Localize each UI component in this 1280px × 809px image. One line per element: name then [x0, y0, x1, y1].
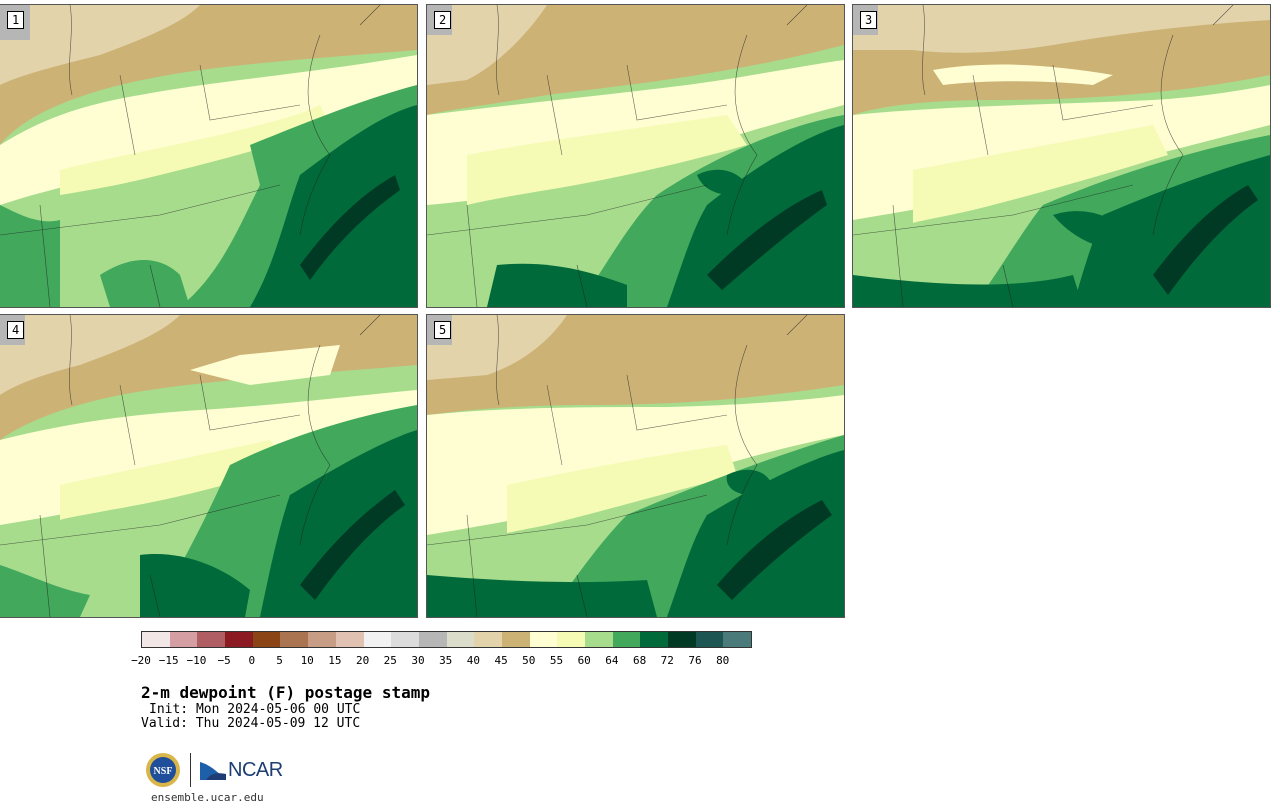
- map-panel-4: 4: [0, 314, 418, 618]
- colorbar-cell: [612, 632, 641, 647]
- valid-time: Valid: Thu 2024-05-09 12 UTC: [141, 716, 361, 731]
- colorbar-tick-label: 55: [549, 654, 564, 667]
- colorbar-tick-label: 30: [411, 654, 425, 667]
- colorbar-cell: [501, 632, 530, 647]
- ncar-logo-icon: [200, 762, 226, 780]
- logo-row: NSF NCAR: [145, 750, 283, 790]
- dewpoint-map-1: [0, 5, 417, 307]
- panel-label: 2: [434, 11, 452, 29]
- map-panel-1: 1: [0, 4, 418, 308]
- map-panel-5: 5: [426, 314, 845, 618]
- panel-label: 3: [860, 11, 878, 29]
- colorbar-tick-label: 72: [660, 654, 674, 667]
- colorbar-tick-label: 45: [494, 654, 508, 667]
- colorbar-cell: [142, 632, 170, 647]
- colorbar-tick-label: 10: [300, 654, 314, 667]
- colorbar-cell: [640, 632, 669, 647]
- colorbar-tick-label: 76: [688, 654, 702, 667]
- init-time: Init: Mon 2024-05-06 00 UTC: [149, 702, 361, 717]
- dewpoint-map-3: [853, 5, 1270, 307]
- logo-divider: [190, 753, 191, 787]
- colorbar-tick-label: 68: [632, 654, 647, 667]
- colorbar-tick-label: 80: [716, 654, 730, 667]
- colorbar-cell: [723, 632, 752, 647]
- colorbar-tick-label: 5: [276, 654, 283, 667]
- dewpoint-map-2: [427, 5, 844, 307]
- colorbar-cell: [585, 632, 613, 647]
- colorbar-cell: [418, 632, 447, 647]
- map-panel-3: 3: [852, 4, 1271, 308]
- colorbar: [141, 631, 753, 648]
- dewpoint-map-5: [427, 315, 844, 617]
- colorbar-cell: [668, 632, 696, 647]
- colorbar-tick-label: 40: [466, 654, 481, 667]
- map-panel-2: 2: [426, 4, 845, 308]
- colorbar-cell: [197, 632, 226, 647]
- colorbar-cell: [335, 632, 364, 647]
- site-url: ensemble.ucar.edu: [151, 791, 264, 804]
- panel-label: 5: [434, 321, 452, 339]
- colorbar-cell: [308, 632, 336, 647]
- colorbar-cell: [695, 632, 724, 647]
- colorbar-cell: [225, 632, 253, 647]
- colorbar-tick-label: −20: [131, 654, 151, 667]
- colorbar-cell: [446, 632, 475, 647]
- ncar-logo-text: NCAR: [228, 758, 283, 781]
- colorbar-tick-label: −5: [217, 654, 231, 667]
- colorbar-tick-label: 20: [355, 654, 370, 667]
- colorbar-tick-label: 25: [383, 654, 397, 667]
- nsf-logo-icon: NSF: [146, 753, 180, 787]
- colorbar-cell: [529, 632, 558, 647]
- colorbar-cell: [280, 632, 309, 647]
- dewpoint-map-4: [0, 315, 417, 617]
- panel-label: 1: [7, 11, 25, 29]
- colorbar-cell: [391, 632, 419, 647]
- colorbar-tick-label: 60: [577, 654, 591, 667]
- chart-title: 2-m dewpoint (F) postage stamp: [141, 683, 430, 702]
- colorbar-cell: [169, 632, 198, 647]
- colorbar-tick-label: 15: [328, 654, 342, 667]
- colorbar-tick-label: 64: [605, 654, 619, 667]
- colorbar-tick-label: 35: [439, 654, 453, 667]
- panel-label: 4: [7, 321, 25, 339]
- colorbar-cell: [363, 632, 392, 647]
- svg-text:NSF: NSF: [154, 766, 173, 777]
- colorbar-tick-label: 0: [248, 654, 256, 667]
- colorbar-cell: [557, 632, 585, 647]
- colorbar-cell: [474, 632, 502, 647]
- colorbar-tick-label: −10: [186, 654, 207, 667]
- colorbar-cell: [252, 632, 281, 647]
- colorbar-tick-label: 50: [522, 654, 536, 667]
- colorbar-tick-label: −15: [158, 654, 179, 667]
